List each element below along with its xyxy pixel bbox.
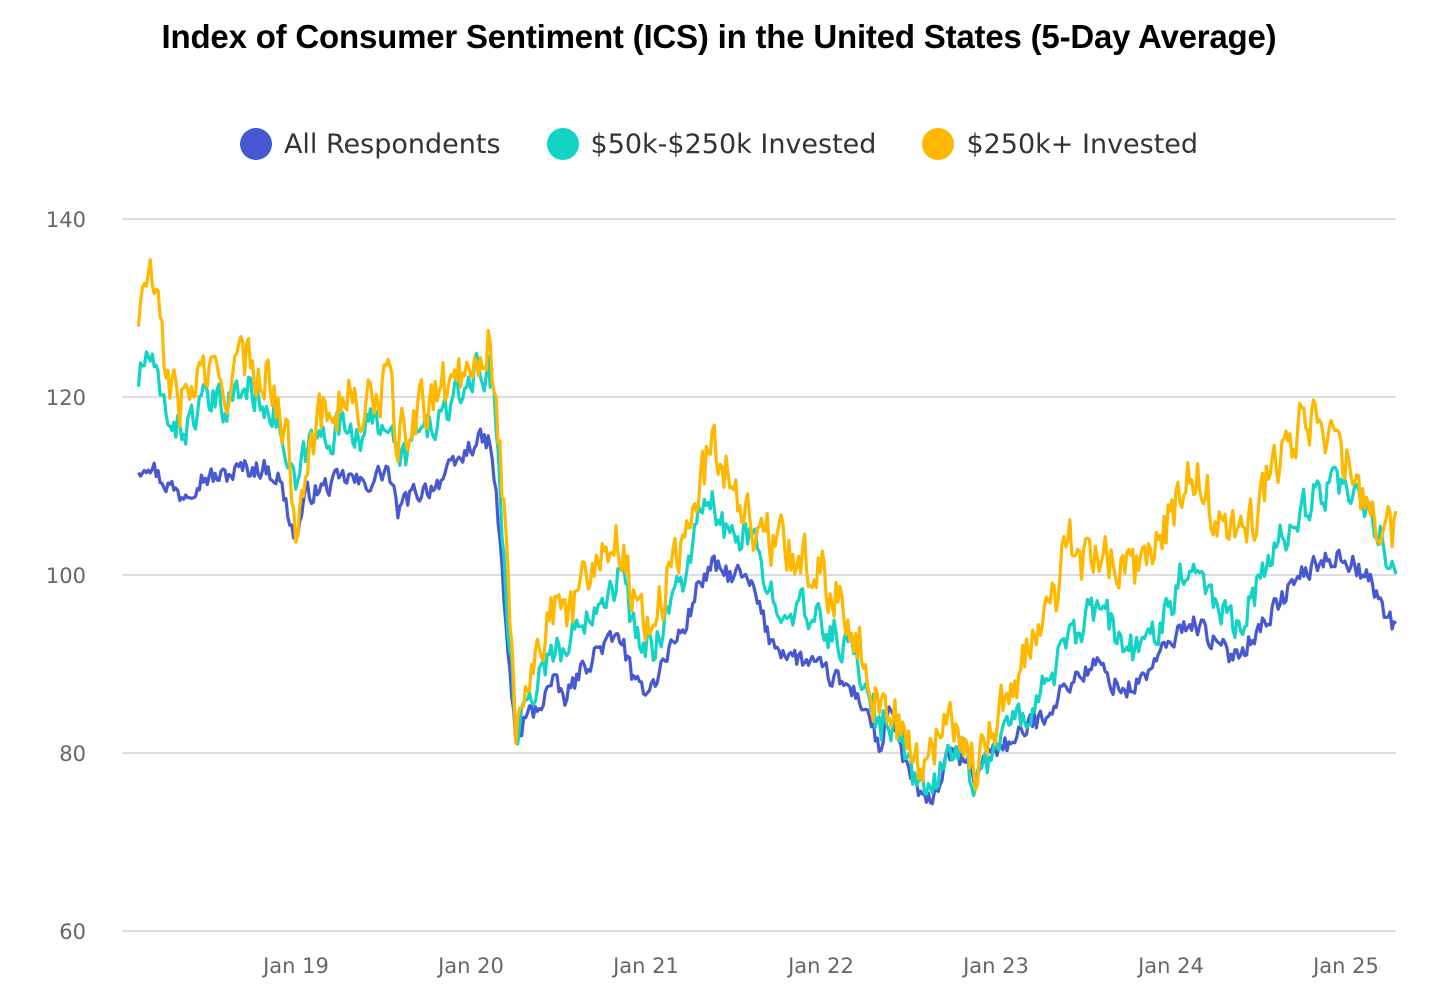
legend-item-50k-250k-invested[interactable]: $50k-$250k Invested (546, 128, 877, 160)
y-tick-label: 140 (46, 208, 86, 232)
x-tick-label: Jan 24 (1136, 954, 1204, 978)
x-tick-label: Jan 21 (611, 954, 679, 978)
y-tick-label: 60 (59, 920, 86, 944)
legend-swatch-250k-plus-invested (922, 128, 955, 160)
x-tick-label: Jan 23 (961, 954, 1029, 978)
series-line-50k-250k-invested (136, 350, 1398, 798)
legend-label-all-respondents: All Respondents (283, 128, 501, 160)
legend-item-250k-plus-invested[interactable]: $250k+ Invested (922, 128, 1198, 160)
x-tick-label: Jan 19 (261, 954, 329, 978)
legend-label-250k-plus-invested: $250k+ Invested (966, 128, 1199, 160)
legend-item-all-respondents[interactable]: All Respondents (239, 128, 501, 160)
series-line-250k-plus-invested (136, 258, 1398, 792)
y-tick-label: 80 (59, 742, 86, 766)
x-axis-ticks: Jan 19 Jan 20 Jan 21 Jan 22 Jan 23 Jan 24 Jan … (261, 954, 1379, 978)
chart-legend: All Respondents $50k-$250k Invested $250… (0, 128, 1438, 160)
series-lines (136, 258, 1398, 806)
x-tick-label: Jan 25 (1311, 954, 1379, 978)
gridlines (122, 218, 1396, 932)
legend-swatch-50k-250k-invested (546, 128, 579, 160)
x-tick-label: Jan 22 (786, 954, 854, 978)
legend-swatch-all-respondents (239, 128, 272, 160)
chart-title: Index of Consumer Sentiment (ICS) in the… (161, 18, 1277, 55)
legend-label-50k-250k-invested: $50k-$250k Invested (590, 128, 877, 160)
y-tick-label: 100 (46, 564, 86, 588)
y-tick-label: 120 (46, 386, 86, 410)
x-tick-label: Jan 20 (436, 954, 504, 978)
series-line-all-respondents (137, 427, 1398, 806)
y-axis-ticks: 60 80 100 120 140 (46, 208, 86, 944)
